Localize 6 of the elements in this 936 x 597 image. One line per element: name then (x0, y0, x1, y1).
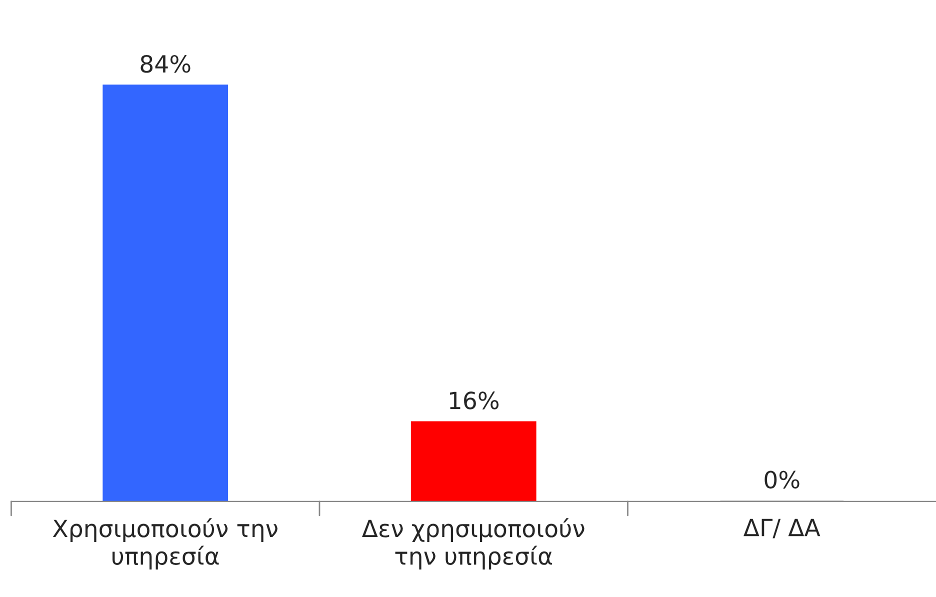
x-tick-label: Χρησιμοποιούν την υπηρεσία (52, 518, 278, 570)
data-label: 84% (140, 54, 190, 73)
x-tick-label: Δεν χρησιμοποιούν την υπηρεσία (362, 518, 584, 570)
data-label: 0% (764, 470, 800, 489)
x-tick-label: ΔΓ/ ΔΑ (744, 518, 820, 538)
data-label: 16% (450, 392, 499, 410)
